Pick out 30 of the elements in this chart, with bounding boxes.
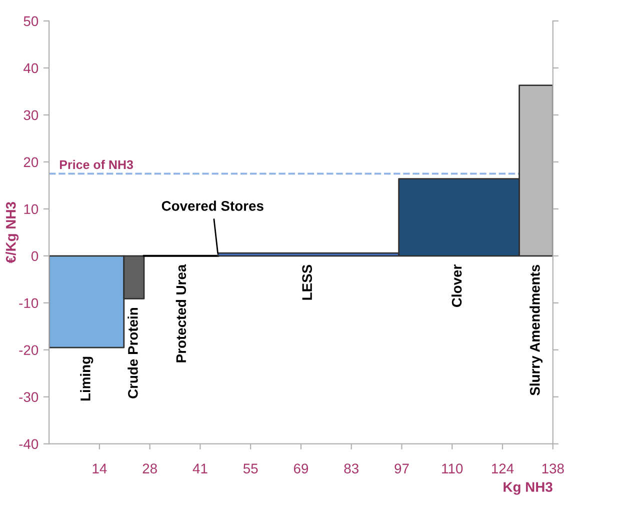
x-tick-label: 83 <box>344 464 358 474</box>
x-axis-title: Kg NH3 <box>504 482 552 495</box>
y-tick-label: -40 <box>19 439 38 449</box>
annotation: Clover <box>451 264 462 307</box>
annotation: Liming <box>80 356 94 401</box>
x-tick-label: 124 <box>492 464 514 474</box>
y-tick-label: 50 <box>24 16 38 26</box>
x-tick-label: 97 <box>394 464 409 474</box>
y-tick-label: -30 <box>19 392 38 402</box>
x-tick-label: 28 <box>142 464 157 474</box>
x-tick-label: 138 <box>542 464 564 474</box>
x-tick-label: 110 <box>442 464 463 474</box>
x-tick-label: 55 <box>243 464 258 474</box>
annotation: Covered Stores <box>162 200 264 211</box>
ref-line-label: Price of NH3 <box>60 160 134 170</box>
y-axis-title: €/Kg NH3 <box>6 202 19 264</box>
x-tick-label: 41 <box>192 464 208 474</box>
annotation: Slurry Amendments <box>530 264 543 396</box>
y-tick-label: -20 <box>19 345 38 356</box>
y-tick-label: 0 <box>31 251 38 262</box>
y-tick-label: 20 <box>24 157 38 168</box>
y-tick-label: 10 <box>24 204 38 214</box>
annotation: LESS <box>302 264 312 300</box>
annotation: Crude Protein <box>128 308 138 398</box>
x-tick-label: 69 <box>294 464 308 474</box>
x-tick-label: 14 <box>92 464 107 474</box>
y-tick-label: 30 <box>24 110 38 120</box>
y-tick-label: 40 <box>24 63 38 74</box>
y-tick-label: -10 <box>19 298 38 308</box>
annotation: Protected Urea <box>176 264 186 362</box>
